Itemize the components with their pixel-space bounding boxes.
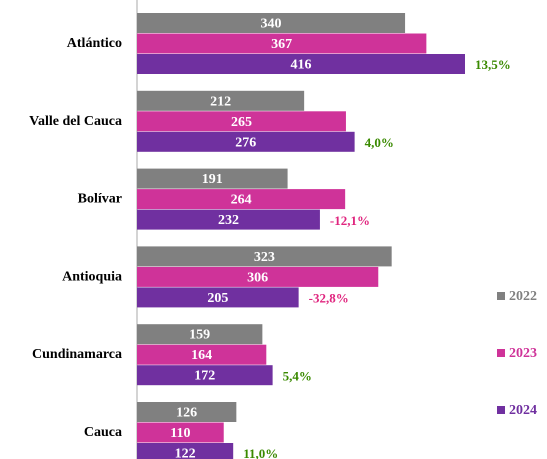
change-label: 13,5% — [475, 57, 511, 72]
legend-label: 2023 — [509, 346, 537, 361]
bar — [137, 402, 237, 422]
bar — [137, 344, 267, 365]
bar — [137, 90, 305, 111]
data-label: 416 — [291, 57, 312, 72]
data-label: 323 — [254, 250, 275, 265]
bar — [137, 189, 346, 210]
bar — [137, 266, 379, 287]
change-label: 4,0% — [365, 135, 394, 150]
data-label: 367 — [271, 37, 292, 52]
category-label: Bolívar — [78, 192, 122, 207]
category-label: Valle del Cauca — [29, 114, 122, 129]
legend-swatch — [497, 292, 505, 300]
bar — [137, 209, 320, 230]
bar — [137, 443, 234, 459]
legend-label: 2022 — [509, 289, 537, 304]
data-label: 159 — [189, 328, 210, 343]
legend-swatch — [497, 349, 505, 357]
change-label: 5,4% — [283, 368, 312, 383]
data-label: 340 — [261, 16, 282, 31]
data-label: 172 — [194, 369, 215, 384]
data-label: 265 — [231, 115, 252, 130]
data-label: 264 — [231, 193, 252, 208]
change-label: 11,0% — [243, 446, 278, 459]
data-label: 276 — [235, 135, 256, 150]
data-label: 122 — [175, 446, 196, 459]
data-label: 126 — [176, 405, 197, 420]
bar — [137, 111, 346, 132]
change-label: -32,8% — [309, 291, 349, 306]
data-label: 306 — [247, 270, 268, 285]
data-label: 191 — [202, 172, 223, 187]
bar — [137, 13, 406, 33]
legend-swatch — [497, 406, 505, 414]
bar — [137, 324, 263, 345]
bar — [137, 168, 288, 189]
bar — [137, 365, 273, 386]
bar — [137, 131, 355, 152]
bar — [137, 422, 224, 443]
bar — [137, 287, 299, 308]
category-label: Antioquia — [62, 269, 122, 284]
data-label: 212 — [210, 94, 231, 109]
category-label: Cauca — [84, 425, 122, 440]
data-label: 164 — [191, 348, 212, 363]
bar — [137, 33, 427, 54]
data-label: 205 — [207, 291, 228, 306]
data-label: 110 — [170, 426, 190, 441]
bar — [137, 246, 392, 267]
change-label: -12,1% — [330, 213, 370, 228]
legend-label: 2024 — [509, 403, 537, 418]
category-label: Cundinamarca — [32, 347, 122, 362]
category-label: Atlántico — [67, 36, 122, 51]
data-label: 232 — [218, 213, 239, 228]
bar — [137, 54, 465, 74]
